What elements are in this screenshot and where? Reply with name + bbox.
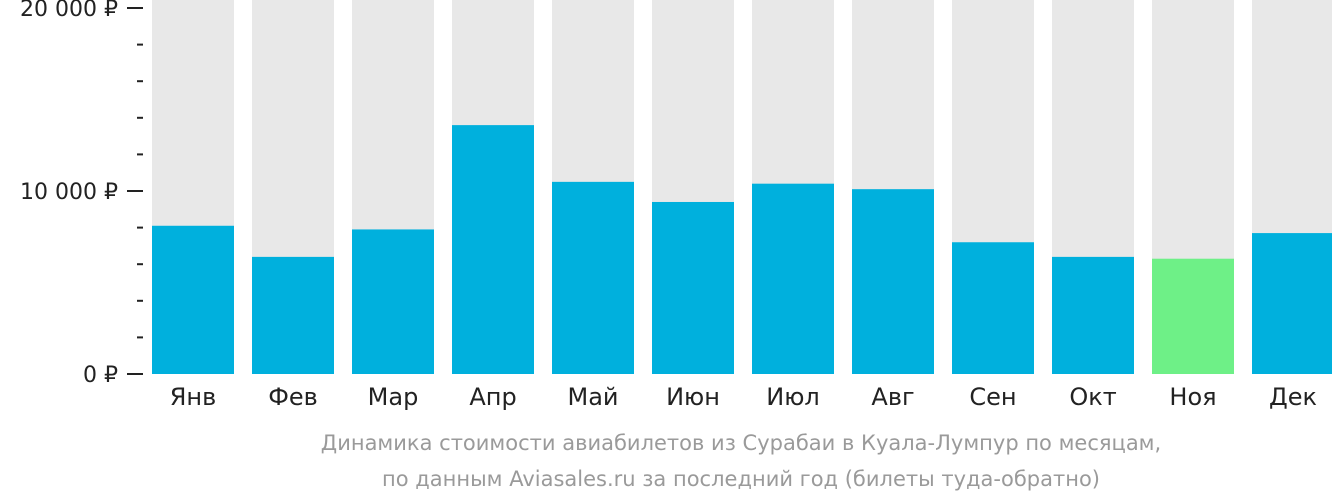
price-chart: 0 ₽ 10 000 ₽ 20 000 ₽ Янв Фев Мар Апр Май Июн Июл…: [20, 0, 1332, 411]
x-tick-label: Ноя: [1169, 383, 1216, 411]
x-tick-label: Апр: [469, 383, 516, 411]
bar: [252, 256, 334, 374]
y-tick-label: 0 ₽: [83, 363, 118, 388]
x-tick-label: Июл: [766, 383, 820, 411]
x-tick-label: Окт: [1069, 383, 1116, 411]
bar: [1152, 258, 1234, 374]
bar: [752, 183, 834, 374]
x-tick-label: Май: [567, 383, 618, 411]
x-tick-label: Авг: [871, 383, 914, 411]
chart-caption-line-1: Динамика стоимости авиабилетов из Сураба…: [320, 431, 1162, 455]
x-tick-label: Июн: [666, 383, 720, 411]
x-tick-label: Сен: [969, 383, 1016, 411]
bar: [352, 229, 434, 374]
x-tick-label: Янв: [170, 383, 217, 411]
bar: [652, 201, 734, 374]
x-tick-label: Мар: [368, 383, 419, 411]
y-tick-label: 10 000 ₽: [20, 180, 118, 205]
bar: [152, 225, 234, 374]
bar: [852, 189, 934, 374]
bar: [452, 125, 534, 375]
x-tick-label: Фев: [268, 383, 318, 411]
bar: [1252, 233, 1332, 374]
bar: [1052, 256, 1134, 374]
chart-caption-line-2: по данным Aviasales.ru за последний год …: [382, 467, 1100, 491]
x-tick-label: Дек: [1269, 383, 1317, 411]
y-tick-label: 20 000 ₽: [20, 0, 118, 22]
bar: [552, 181, 634, 374]
bar: [952, 242, 1034, 374]
